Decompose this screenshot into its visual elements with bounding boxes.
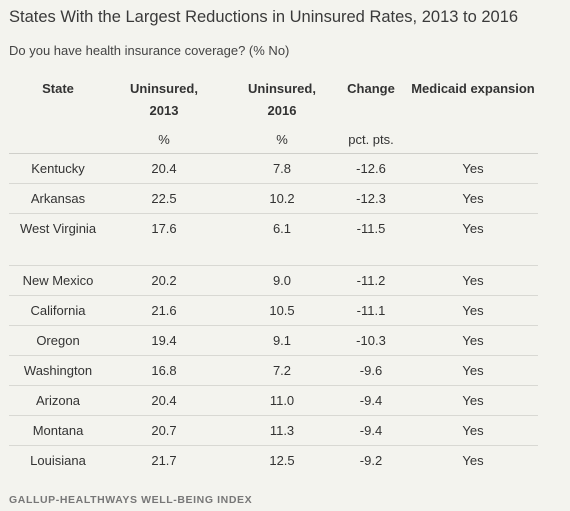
cell-change: -11.2	[356, 273, 386, 288]
cell-medicaid: Yes	[462, 221, 484, 236]
cell-medicaid: Yes	[462, 273, 484, 288]
cell-state: Arizona	[35, 393, 81, 408]
cell-u2013: 19.4	[151, 333, 177, 348]
header-state: State	[42, 81, 74, 96]
row-divider	[9, 265, 538, 266]
cell-u2013: 17.6	[151, 221, 177, 236]
row-divider	[9, 385, 538, 386]
cell-u2016: 12.5	[269, 453, 295, 468]
source-footer: GALLUP-HEALTHWAYS WELL-BEING INDEX	[9, 494, 253, 506]
header-uninsured-2013: Uninsured, 2013	[130, 81, 198, 118]
cell-state: Louisiana	[30, 453, 86, 468]
row-divider	[9, 183, 538, 184]
figure-title: States With the Largest Reductions in Un…	[9, 8, 519, 26]
cell-state: Oregon	[36, 333, 80, 348]
cell-u2016: 6.1	[272, 221, 292, 236]
header-medicaid-expansion: Medicaid expansion	[411, 81, 535, 96]
cell-u2016: 9.1	[272, 333, 292, 348]
cell-state: New Mexico	[22, 273, 94, 288]
cell-state: Montana	[32, 423, 84, 438]
header-uninsured-2016: Uninsured, 2016	[248, 81, 316, 118]
row-divider	[9, 295, 538, 296]
cell-u2013: 20.4	[151, 393, 177, 408]
cell-u2013: 22.5	[151, 191, 177, 206]
row-divider	[9, 325, 538, 326]
cell-state: Arkansas	[30, 191, 86, 206]
cell-change: -11.5	[356, 221, 386, 236]
figure-subtitle: Do you have health insurance coverage? (…	[9, 43, 290, 58]
cell-u2013: 21.7	[151, 453, 177, 468]
cell-change: -12.3	[356, 191, 386, 206]
cell-u2016: 7.8	[272, 161, 292, 176]
cell-state: Kentucky	[31, 161, 85, 176]
header-change-unit: pct. pts.	[348, 132, 394, 147]
cell-u2016: 11.0	[269, 393, 295, 408]
header-rule	[9, 153, 538, 154]
cell-u2016: 10.5	[269, 303, 295, 318]
cell-medicaid: Yes	[462, 363, 484, 378]
row-divider	[9, 445, 538, 446]
cell-change: -10.3	[356, 333, 386, 348]
cell-u2016: 7.2	[272, 363, 292, 378]
cell-medicaid: Yes	[462, 333, 484, 348]
row-divider	[9, 355, 538, 356]
cell-state: Washington	[23, 363, 93, 378]
cell-change: -9.6	[359, 363, 383, 378]
cell-u2013: 21.6	[151, 303, 177, 318]
header-uninsured-2013-unit: %	[158, 132, 170, 147]
cell-medicaid: Yes	[462, 191, 484, 206]
cell-state: California	[30, 303, 86, 318]
cell-medicaid: Yes	[462, 303, 484, 318]
header-uninsured-2016-unit: %	[276, 132, 288, 147]
cell-change: -11.1	[356, 303, 386, 318]
row-divider	[9, 213, 538, 214]
cell-u2016: 11.3	[269, 423, 295, 438]
cell-change: -9.2	[359, 453, 383, 468]
cell-u2016: 10.2	[269, 191, 295, 206]
cell-state: West Virginia	[19, 221, 97, 236]
cell-medicaid: Yes	[462, 423, 484, 438]
row-divider	[9, 415, 538, 416]
cell-change: -12.6	[356, 161, 386, 176]
cell-change: -9.4	[359, 423, 383, 438]
cell-medicaid: Yes	[462, 161, 484, 176]
cell-u2013: 16.8	[151, 363, 177, 378]
cell-u2013: 20.7	[151, 423, 177, 438]
cell-medicaid: Yes	[462, 453, 484, 468]
cell-medicaid: Yes	[462, 393, 484, 408]
cell-u2013: 20.2	[151, 273, 177, 288]
header-change: Change	[347, 81, 395, 96]
cell-u2016: 9.0	[272, 273, 292, 288]
cell-change: -9.4	[359, 393, 383, 408]
cell-u2013: 20.4	[151, 161, 177, 176]
